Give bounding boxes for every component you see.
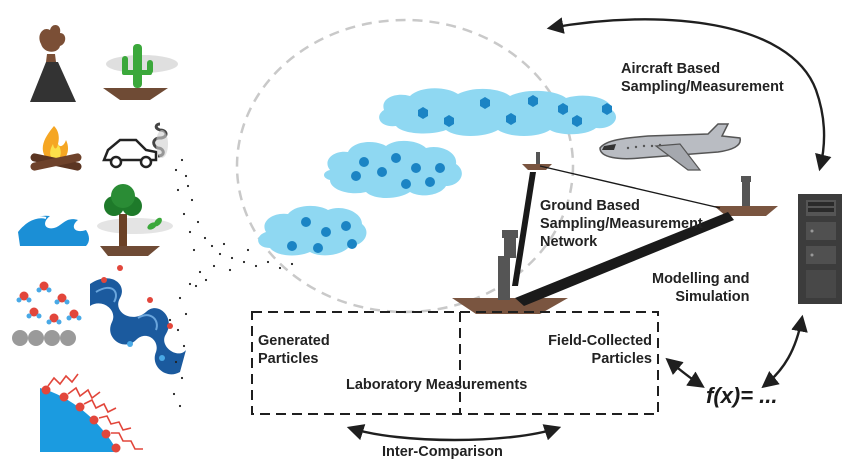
aircraft-label-line1: Aircraft Based [621,61,721,77]
molecules-icon [12,281,82,346]
fx-formula: f(x)= ... [706,383,778,408]
network-links [512,165,734,306]
protein-icon [90,265,186,375]
tree-pollen-icon [97,184,173,256]
ground-label-line1: Ground Based [540,198,640,214]
ground-station-top [522,152,552,170]
server-icon [798,194,842,304]
car-exhaust-icon [102,122,168,169]
modelling-label-line2: Simulation [675,289,750,305]
ocean-wave-icon [18,215,89,246]
fx-to-field-arrow [665,357,705,388]
model-to-fx-arrow [761,314,808,389]
aircraft-label: Aircraft Based Sampling/Measurement [621,60,784,96]
ground-label-line3: Network [540,234,598,250]
volcano-icon [30,24,76,102]
modelling-label: Modelling and Simulation [652,270,749,306]
field-label-line1: Field-Collected [548,333,652,349]
aircraft-icon [599,123,741,171]
desert-cactus-icon [103,44,178,100]
campfire-icon [30,126,82,171]
cloud-top [379,88,617,136]
field-label-line2: Particles [591,351,652,367]
cloud-bottom [258,205,367,256]
ground-label-line2: Sampling/Measurement [540,216,703,232]
arrows [346,17,832,442]
generated-particles-label: Generated Particles [258,332,330,368]
generated-label-line1: Generated [258,333,330,349]
lab-box [251,311,659,415]
aircraft-label-line2: Sampling/Measurement [621,79,784,95]
aircraft-to-model-arrow [546,17,832,172]
ground-station-main [452,230,568,314]
lab-measurements-label: Laboratory Measurements [346,377,528,393]
field-particles-label: Field-Collected Particles [532,332,652,368]
generated-label-line2: Particles [258,351,319,367]
particle-stream [168,158,294,408]
inter-comparison-label: Inter-Comparison [382,444,503,460]
inter-comparison-arrow [346,424,562,442]
modelling-label-line1: Modelling and [652,271,750,287]
ground-station-right [714,176,778,216]
ground-label: Ground Based Sampling/Measurement Networ… [540,197,703,251]
surface-chains-icon [40,373,143,453]
